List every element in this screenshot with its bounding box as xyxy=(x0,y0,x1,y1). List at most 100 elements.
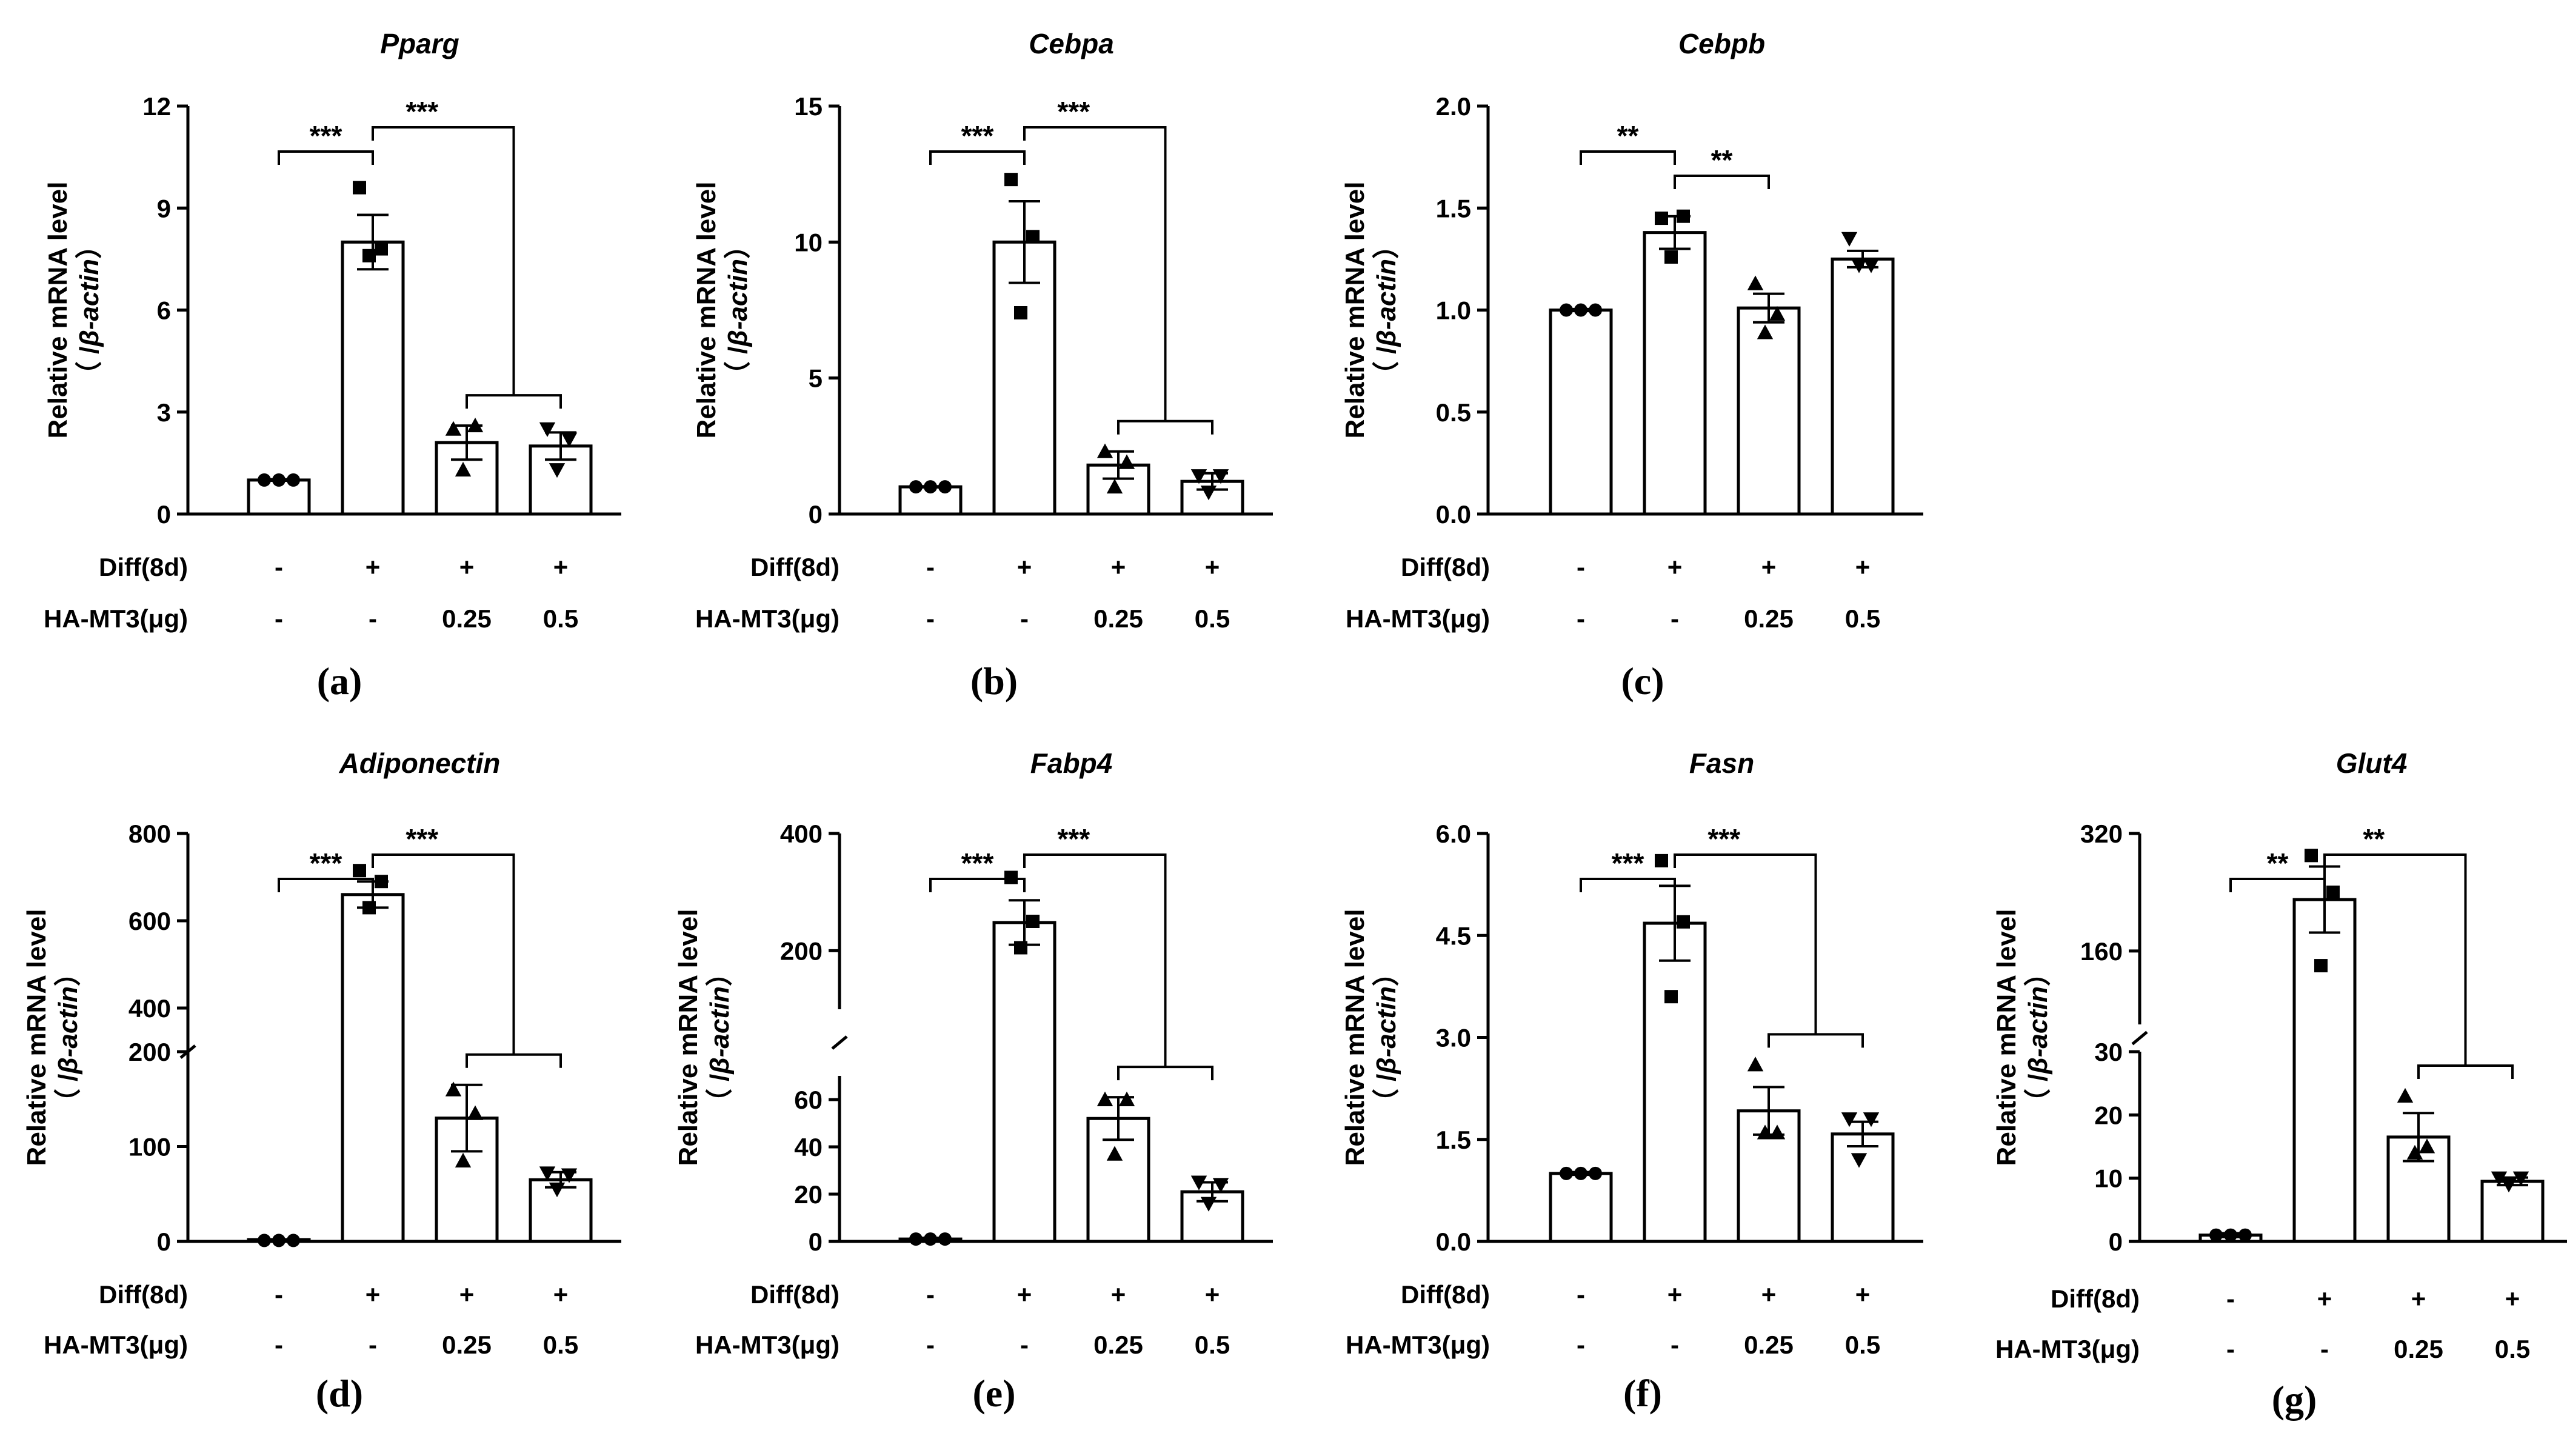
panel-label: (a) xyxy=(317,660,362,703)
chart-panel-c: Cebpb 0.0 0.5 1.0 1.5 2.0 Relative mRNA level （… xyxy=(1340,28,1923,703)
data-point xyxy=(272,473,285,487)
panel-label: (e) xyxy=(972,1372,1015,1415)
data-point xyxy=(1655,853,1668,867)
ha-value: - xyxy=(369,604,377,633)
data-point xyxy=(2314,959,2328,973)
diff-value: - xyxy=(2226,1284,2235,1313)
data-point xyxy=(1677,915,1690,929)
data-point xyxy=(2491,1171,2508,1186)
significance-label: *** xyxy=(961,120,994,152)
bar xyxy=(1643,231,1707,516)
row-label-diff: Diff(8d) xyxy=(750,1280,840,1309)
y-tick-label: 0 xyxy=(2109,1227,2123,1256)
chart-title: Pparg xyxy=(380,28,459,59)
data-point xyxy=(1747,1057,1764,1072)
row-label-diff: Diff(8d) xyxy=(99,553,188,581)
y-label-sub-prefix: （ / xyxy=(1372,1074,1401,1115)
significance-bracket xyxy=(1674,175,1770,189)
diff-value: + xyxy=(459,1280,475,1309)
ha-value: - xyxy=(1671,1331,1679,1359)
y-tick-label: 20 xyxy=(794,1180,823,1209)
ha-value: - xyxy=(1671,604,1679,633)
y-label-sub: （ /β-actin） xyxy=(2023,960,2053,1115)
y-tick-label: 4.5 xyxy=(1436,921,1471,950)
ha-value: 0.25 xyxy=(442,604,492,633)
chart-panel-g: Glut4 160 320 0 10 20 30 Relative mRNA level （ /… xyxy=(1992,747,2567,1421)
y-label-sub-suffix: ） xyxy=(2023,960,2053,986)
panel-label: (f) xyxy=(1623,1372,1662,1415)
row-label-ha: HA-MT3(μg) xyxy=(1346,1331,1490,1359)
y-label-sub: （ /β-actin） xyxy=(705,960,735,1115)
data-point xyxy=(1004,173,1018,187)
data-point xyxy=(539,422,556,437)
data-point xyxy=(561,1168,578,1183)
data-point xyxy=(2418,1138,2435,1154)
data-point xyxy=(455,461,472,477)
data-point xyxy=(375,875,388,889)
row-label-ha: HA-MT3(μg) xyxy=(1995,1335,2140,1363)
chart-panel-f: Fasn 0.0 1.5 3.0 4.5 6.0 Relative mRNA level （ … xyxy=(1340,747,1923,1415)
data-point xyxy=(938,480,952,494)
data-point xyxy=(1190,1175,1207,1191)
y-tick-label: 400 xyxy=(129,994,171,1023)
significance-bracket xyxy=(1580,150,1676,165)
bar xyxy=(1549,309,1613,516)
bar xyxy=(2480,1180,2545,1243)
row-label-diff: Diff(8d) xyxy=(1401,1280,1490,1309)
data-point xyxy=(1769,1124,1786,1140)
data-point xyxy=(1851,1153,1868,1168)
bar xyxy=(992,921,1057,1243)
data-point xyxy=(1106,1146,1123,1161)
diff-value: + xyxy=(1111,553,1126,581)
data-point xyxy=(353,181,366,195)
data-point xyxy=(1212,469,1229,484)
data-point xyxy=(1014,941,1027,955)
row-label-diff: Diff(8d) xyxy=(1401,553,1490,581)
y-tick-label: 1.5 xyxy=(1436,194,1471,222)
y-tick-label: 400 xyxy=(780,820,823,848)
y-tick-label: 0.0 xyxy=(1436,500,1471,529)
axis-break-mark xyxy=(2131,1030,2148,1046)
diff-value: + xyxy=(1205,1280,1220,1309)
significance-bracket xyxy=(1674,853,1817,1035)
diff-value: + xyxy=(1667,553,1683,581)
data-point xyxy=(2397,1087,2414,1103)
y-tick-label: 0 xyxy=(157,500,171,529)
significance-label: *** xyxy=(1057,823,1090,855)
data-point xyxy=(1004,870,1018,884)
y-axis-label: Relative mRNA level （ /β-actin） xyxy=(1992,909,2053,1166)
data-point xyxy=(1677,209,1690,223)
data-point xyxy=(1757,324,1774,339)
significance-bracket xyxy=(278,150,374,165)
ha-value: - xyxy=(1020,604,1029,633)
y-label-main: Relative mRNA level xyxy=(692,182,721,439)
y-axis-label: Relative mRNA level （ /β-actin） xyxy=(1340,182,1401,439)
y-label-sub-gene: β-actin xyxy=(53,986,83,1075)
y-tick-label: 320 xyxy=(2080,820,2123,848)
y-label-sub-gene: β-actin xyxy=(1372,259,1401,347)
diff-value: + xyxy=(459,553,475,581)
data-point xyxy=(445,421,462,436)
row-label-ha: HA-MT3(μg) xyxy=(1346,604,1490,633)
data-point xyxy=(362,249,376,262)
data-point xyxy=(1212,1178,1229,1193)
diff-value: + xyxy=(366,553,381,581)
significance-label: ** xyxy=(2267,847,2289,879)
data-point xyxy=(353,864,366,878)
diff-value: + xyxy=(1111,1280,1126,1309)
significance-bracket xyxy=(372,853,515,1055)
significance-bracket xyxy=(372,126,515,396)
significance-label: *** xyxy=(1612,847,1644,879)
y-label-sub-suffix: ） xyxy=(53,960,83,986)
y-label-sub-gene: β-actin xyxy=(723,259,753,347)
data-point xyxy=(1026,230,1040,244)
significance-label: *** xyxy=(1057,96,1090,127)
significance-label: ** xyxy=(1617,120,1639,152)
diff-value: + xyxy=(1017,553,1032,581)
chart-panel-d: Adiponectin 400 600 800 0 100 200 Relative mRNA… xyxy=(22,747,621,1415)
significance-bracket xyxy=(1023,126,1167,421)
data-point xyxy=(1851,258,1868,273)
y-label-sub-suffix: ） xyxy=(1372,232,1401,259)
y-label-sub-suffix: ） xyxy=(1372,960,1401,986)
data-point xyxy=(1664,990,1678,1004)
